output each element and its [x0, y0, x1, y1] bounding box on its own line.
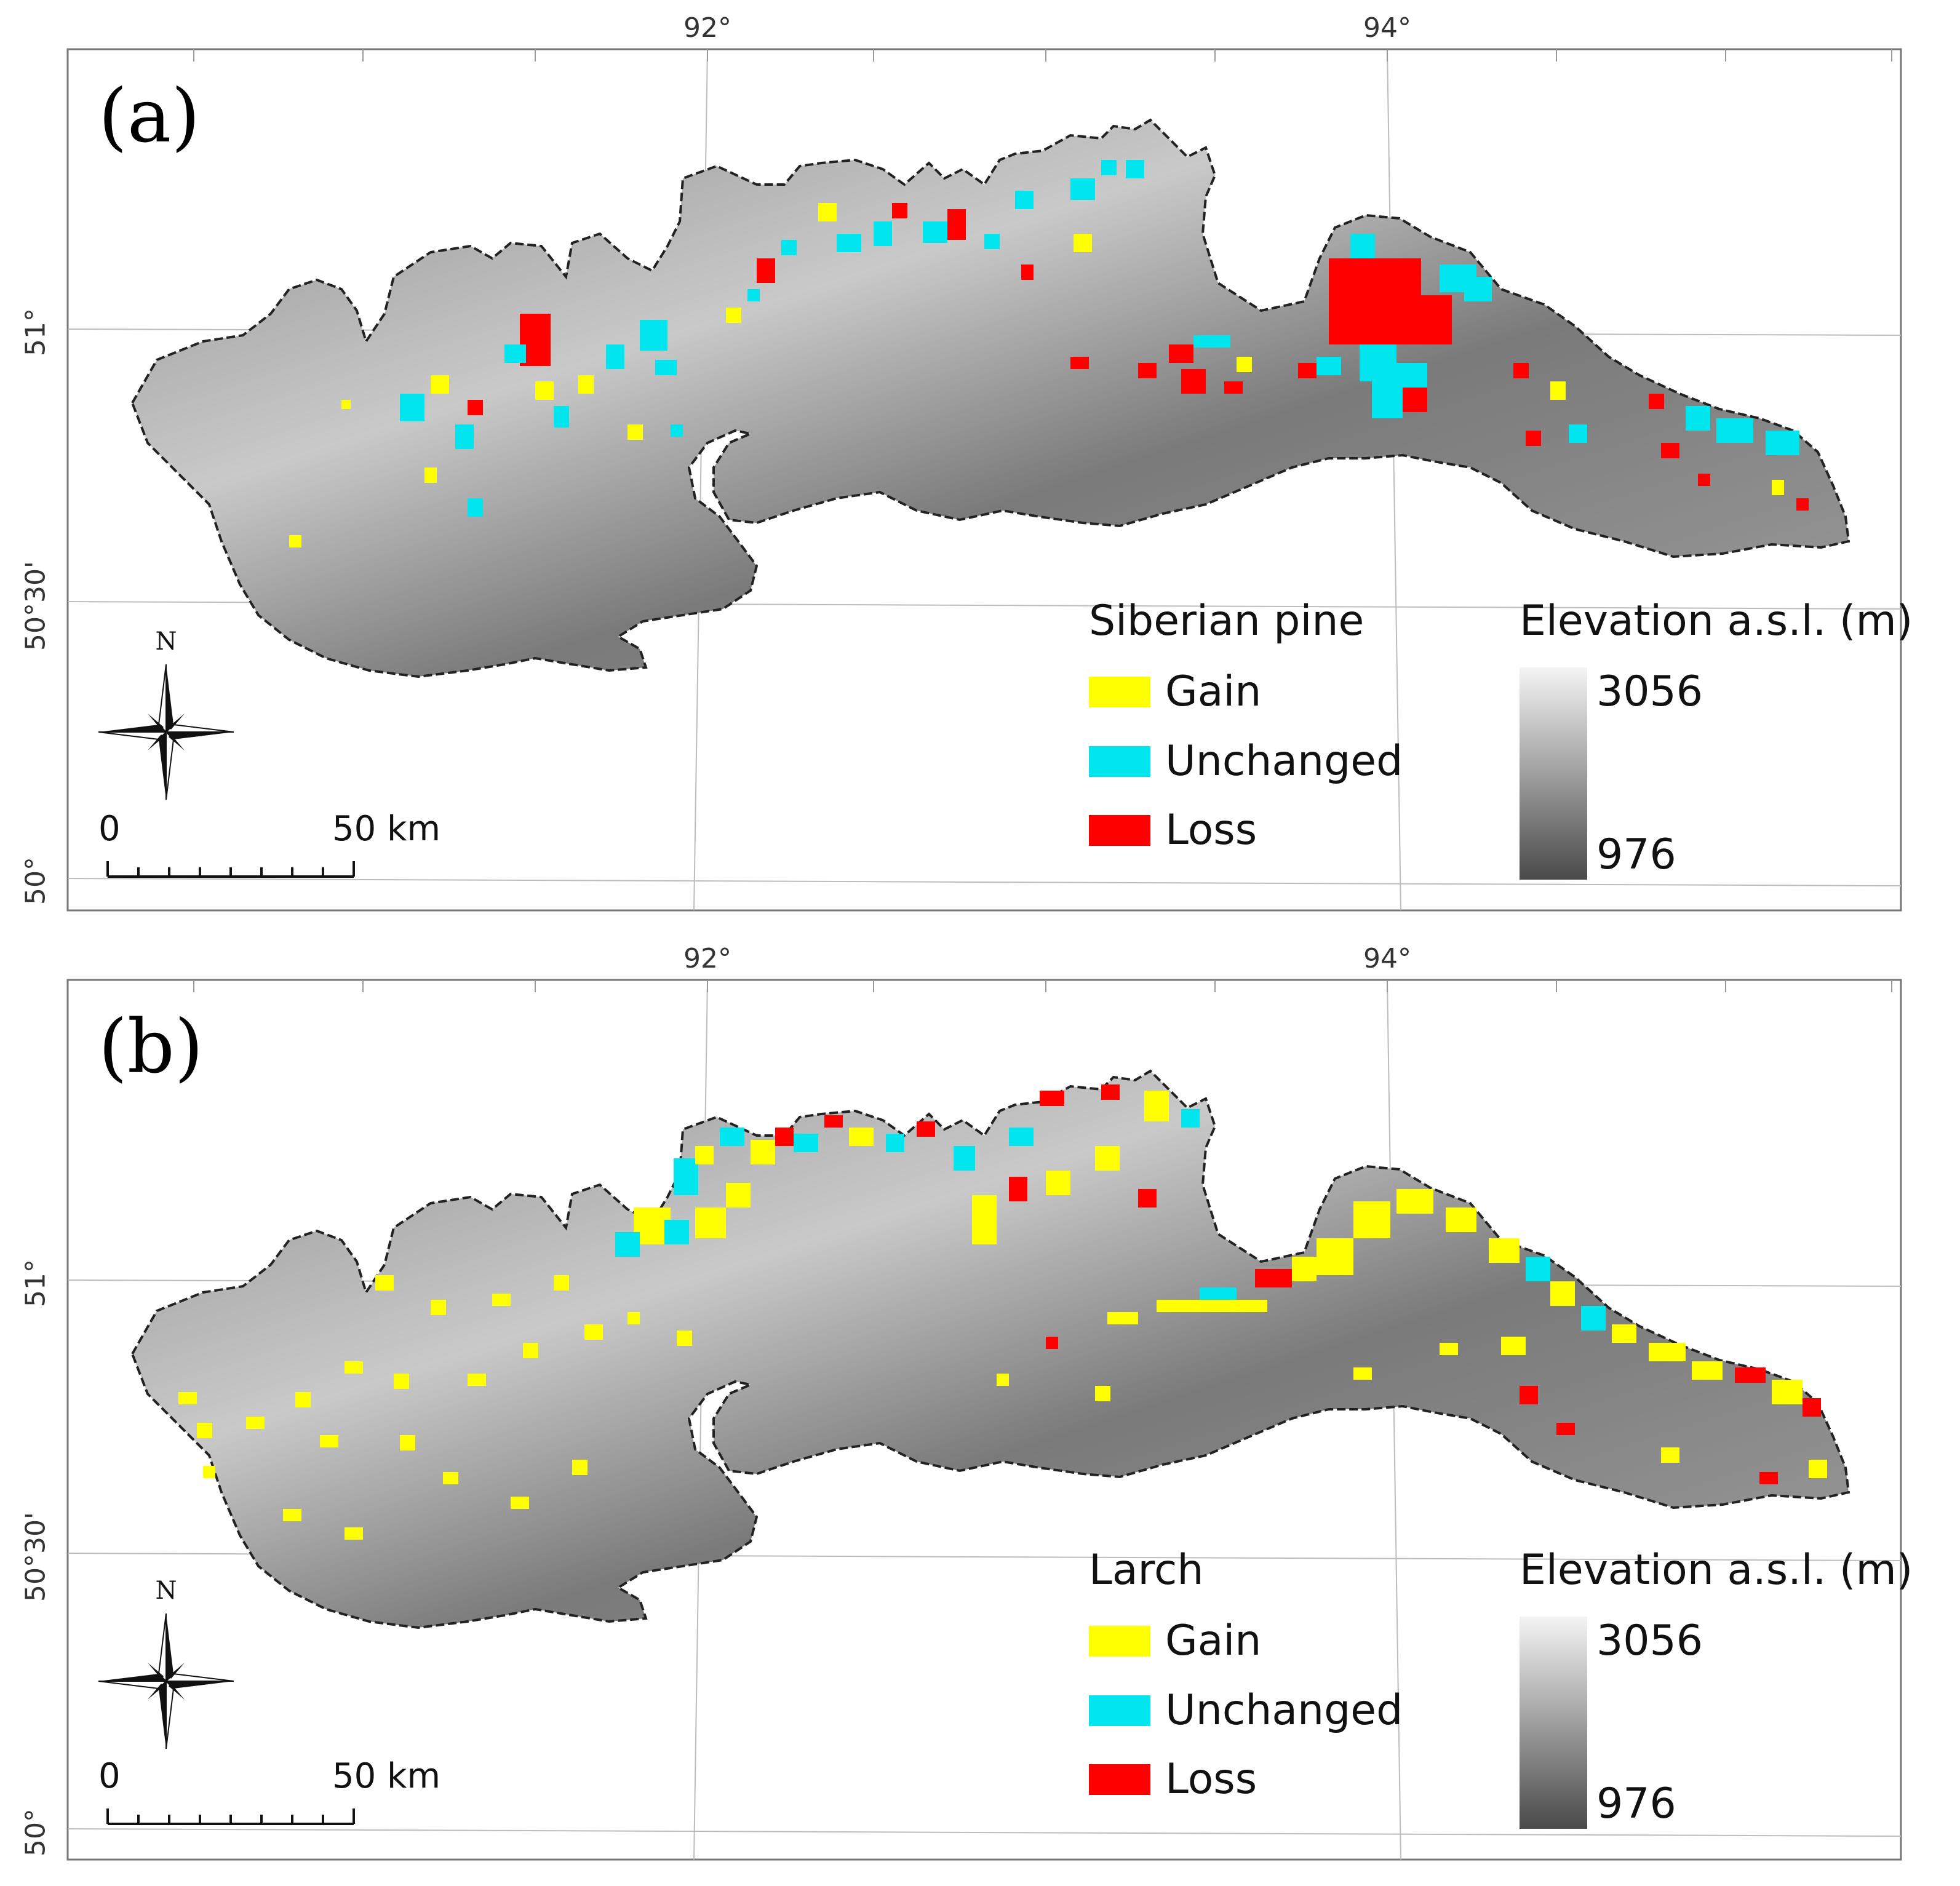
map-frame — [66, 48, 1902, 912]
larch-change-patches — [178, 1084, 1827, 1540]
lat-label-50-30: 50°30' — [20, 560, 52, 651]
elevation-legend-title: Elevation a.s.l. (m) — [1520, 597, 1913, 645]
frame-ticks — [193, 980, 1892, 992]
map-canvas-b — [66, 979, 1902, 1861]
legend-item-gain: Gain — [1089, 667, 1261, 716]
legend-item-unchanged: Unchanged — [1089, 737, 1403, 786]
legend-label-loss: Loss — [1165, 806, 1257, 854]
elevation-color-ramp — [1520, 667, 1587, 880]
gain-swatch — [1089, 1625, 1150, 1657]
gain-swatch — [1089, 676, 1150, 707]
scale-end-label: 50 km — [332, 809, 441, 849]
species-legend-title: Siberian pine — [1089, 597, 1364, 645]
map-panel-a: 92° 94° 51° 50°30' 50° (a) N 0 50 km Sib… — [20, 12, 1913, 912]
scale-bar — [106, 861, 355, 878]
elevation-max-label: 3056 — [1596, 1617, 1703, 1665]
species-legend-title: Larch — [1089, 1546, 1204, 1594]
region-elevation-map — [130, 118, 1850, 678]
unchanged-swatch — [1089, 1695, 1150, 1726]
scale-end-label: 50 km — [332, 1756, 441, 1796]
elevation-min-label: 976 — [1596, 830, 1676, 879]
legend-label-loss: Loss — [1165, 1755, 1257, 1804]
pine-change-patches — [289, 160, 1809, 547]
north-arrow-icon — [98, 664, 234, 800]
legend-label-gain: Gain — [1165, 667, 1262, 716]
legend-item-loss: Loss — [1089, 806, 1257, 854]
legend-item-loss: Loss — [1089, 1755, 1257, 1804]
panel-label: (b) — [98, 1005, 204, 1090]
elevation-legend-title: Elevation a.s.l. (m) — [1520, 1546, 1913, 1594]
frame-ticks — [193, 49, 1892, 62]
legend-item-unchanged: Unchanged — [1089, 1686, 1403, 1735]
elevation-max-label: 3056 — [1596, 667, 1703, 716]
panel-label: (a) — [98, 74, 201, 159]
lat-label-50: 50° — [20, 857, 52, 905]
legend-label-gain: Gain — [1165, 1617, 1262, 1665]
lat-label-50: 50° — [20, 1808, 52, 1856]
scale-start-label: 0 — [98, 1756, 121, 1796]
north-label: N — [155, 1577, 177, 1605]
lat-label-51: 51° — [20, 1259, 52, 1307]
legend-label-unchanged: Unchanged — [1165, 1686, 1403, 1735]
lon-label-94: 94° — [1363, 12, 1411, 44]
lon-label-92: 92° — [683, 12, 731, 44]
lon-label-94: 94° — [1363, 943, 1411, 974]
elevation-min-label: 976 — [1596, 1780, 1676, 1828]
elevation-color-ramp — [1520, 1617, 1587, 1829]
north-label: N — [155, 627, 177, 656]
legend-item-gain: Gain — [1089, 1617, 1261, 1665]
region-elevation-map — [130, 1069, 1850, 1629]
scale-bar — [106, 1808, 355, 1825]
loss-swatch — [1089, 1764, 1150, 1795]
lat-label-50-30: 50°30' — [20, 1511, 52, 1602]
north-arrow-icon — [98, 1613, 234, 1749]
lon-label-92: 92° — [683, 943, 731, 974]
lat-label-51: 51° — [20, 308, 52, 356]
map-panel-b: 92° 94° 51° 50°30' 50° (b) N 0 50 km Lar… — [0, 943, 1960, 1886]
map-frame — [66, 979, 1902, 1861]
scale-start-label: 0 — [98, 809, 121, 849]
map-canvas-a — [66, 48, 1902, 912]
legend-label-unchanged: Unchanged — [1165, 737, 1403, 786]
unchanged-swatch — [1089, 746, 1150, 777]
loss-swatch — [1089, 814, 1150, 846]
